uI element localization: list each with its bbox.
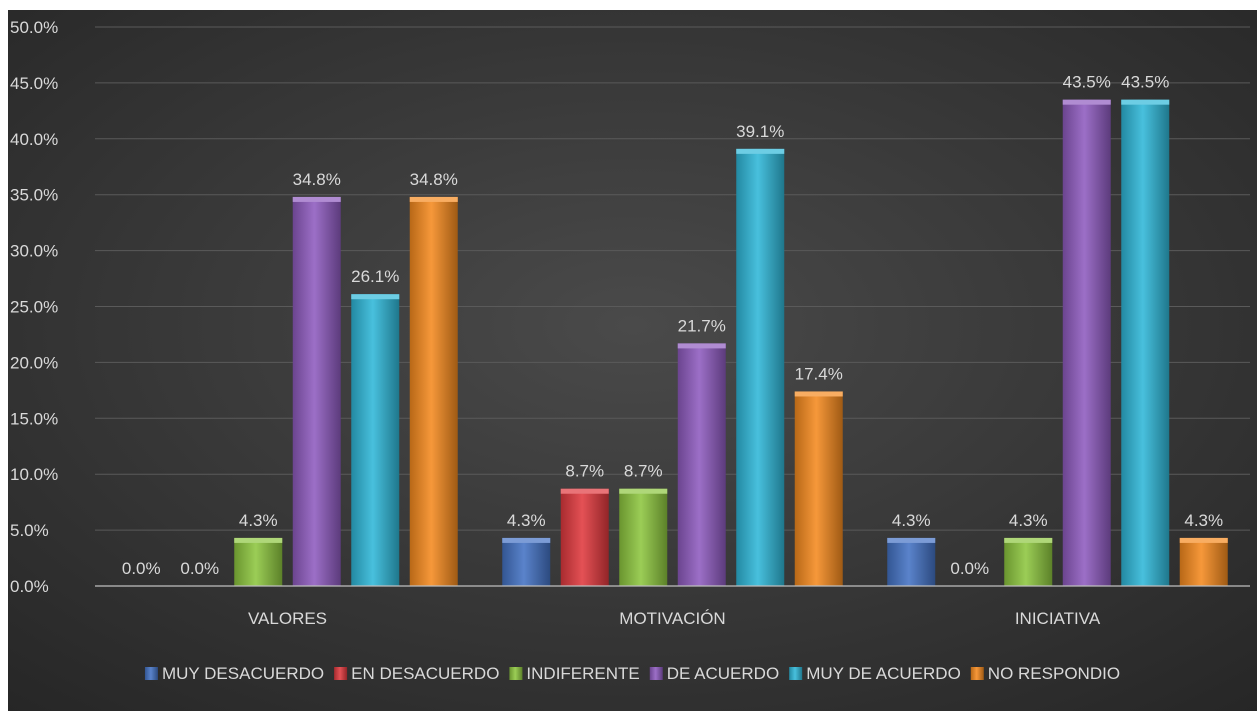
- bar-top-bevel: [292, 196, 341, 202]
- legend-swatch: [144, 667, 158, 680]
- legend-item: MUY DE ACUERDO: [789, 664, 961, 683]
- grid-lines: [95, 26, 1250, 531]
- y-axis-ticks: 0.0% 5.0% 10.0% 15.0% 20.0% 25.0% 30.0% 35.0% 40…: [10, 18, 58, 596]
- data-label: 4.3%: [892, 511, 931, 530]
- legend-item: MUY DESACUERDO: [144, 664, 324, 683]
- legend-label: NO RESPONDIO: [988, 664, 1120, 683]
- data-label: 43.5%: [1121, 73, 1169, 92]
- y-tick-label: 35.0%: [10, 186, 58, 205]
- bar-top-bevel: [1004, 537, 1053, 543]
- bar-top-bevel: [560, 488, 609, 494]
- data-label: 39.1%: [736, 122, 784, 141]
- chart-background: [8, 10, 1257, 711]
- y-tick-label: 5.0%: [10, 521, 49, 540]
- bar: [292, 196, 341, 586]
- bar-top-bevel: [887, 537, 936, 543]
- y-tick-label: 30.0%: [10, 242, 58, 261]
- bar: [409, 196, 458, 586]
- legend-label: DE ACUERDO: [667, 664, 779, 683]
- legend-item: DE ACUERDO: [649, 664, 779, 683]
- data-label: 43.5%: [1063, 73, 1111, 92]
- bar: [1062, 99, 1111, 587]
- legend-label: EN DESACUERDO: [351, 664, 499, 683]
- data-label: 21.7%: [678, 316, 726, 335]
- bar: [736, 148, 785, 586]
- data-label: 4.3%: [1009, 511, 1048, 530]
- bar-top-bevel: [619, 488, 668, 494]
- y-tick-label: 40.0%: [10, 130, 58, 149]
- bar: [619, 488, 668, 586]
- bars: [234, 99, 1228, 587]
- legend-swatch: [970, 667, 984, 680]
- y-tick-label: 50.0%: [10, 18, 58, 37]
- bar-top-bevel: [234, 537, 283, 543]
- legend-swatch: [789, 667, 803, 680]
- legend-label: INDIFERENTE: [526, 664, 639, 683]
- y-tick-label: 10.0%: [10, 465, 58, 484]
- bar: [794, 391, 843, 586]
- legend-label: MUY DESACUERDO: [162, 664, 324, 683]
- bar: [351, 294, 400, 586]
- data-label: 8.7%: [624, 462, 663, 481]
- x-category-label: INICIATIVA: [1015, 609, 1101, 628]
- data-label: 0.0%: [122, 559, 161, 578]
- legend-swatch: [334, 667, 348, 680]
- y-tick-label: 20.0%: [10, 353, 58, 372]
- legend-label: MUY DE ACUERDO: [806, 664, 961, 683]
- data-label: 34.8%: [410, 170, 458, 189]
- bar-top-bevel: [502, 537, 551, 543]
- bar-top-bevel: [736, 148, 785, 154]
- bar: [1179, 537, 1228, 586]
- bar: [1004, 537, 1053, 586]
- bar-top-bevel: [409, 196, 458, 202]
- bar-top-bevel: [1121, 99, 1170, 105]
- legend-item: INDIFERENTE: [509, 664, 640, 683]
- y-tick-label: 0.0%: [10, 577, 49, 596]
- data-label: 4.3%: [507, 511, 546, 530]
- y-tick-label: 15.0%: [10, 409, 58, 428]
- data-label: 17.4%: [795, 364, 843, 383]
- x-category-label: MOTIVACIÓN: [619, 609, 725, 628]
- bar: [1121, 99, 1170, 587]
- bar-top-bevel: [794, 391, 843, 397]
- bar: [887, 537, 936, 586]
- bar-top-bevel: [677, 343, 726, 349]
- bar-top-bevel: [351, 294, 400, 300]
- legend: MUY DESACUERDO EN DESACUERDO INDIFERENTE DE…: [144, 664, 1120, 683]
- data-label: 34.8%: [293, 170, 341, 189]
- bar: [502, 537, 551, 586]
- bar: [234, 537, 283, 586]
- data-label: 0.0%: [180, 559, 219, 578]
- bar-top-bevel: [1179, 537, 1228, 543]
- x-axis-categories: VALORES MOTIVACIÓN INICIATIVA: [248, 609, 1101, 628]
- data-label: 4.3%: [1184, 511, 1223, 530]
- data-label: 4.3%: [239, 511, 278, 530]
- bar: [677, 343, 726, 586]
- x-category-label: VALORES: [248, 609, 327, 628]
- data-label: 8.7%: [565, 462, 604, 481]
- data-labels: 0.0% 0.0% 4.3% 34.8% 26.1% 34.8% 4.3% 8.7% 8.7% 2…: [122, 73, 1223, 578]
- data-label: 26.1%: [351, 267, 399, 286]
- legend-item: EN DESACUERDO: [334, 664, 499, 683]
- legend-swatch: [649, 667, 663, 680]
- bar-top-bevel: [1062, 99, 1111, 105]
- y-tick-label: 45.0%: [10, 74, 58, 93]
- legend-item: NO RESPONDIO: [970, 664, 1120, 683]
- bar: [560, 488, 609, 586]
- legend-swatch: [509, 667, 523, 680]
- y-tick-label: 25.0%: [10, 298, 58, 317]
- data-label: 0.0%: [950, 559, 989, 578]
